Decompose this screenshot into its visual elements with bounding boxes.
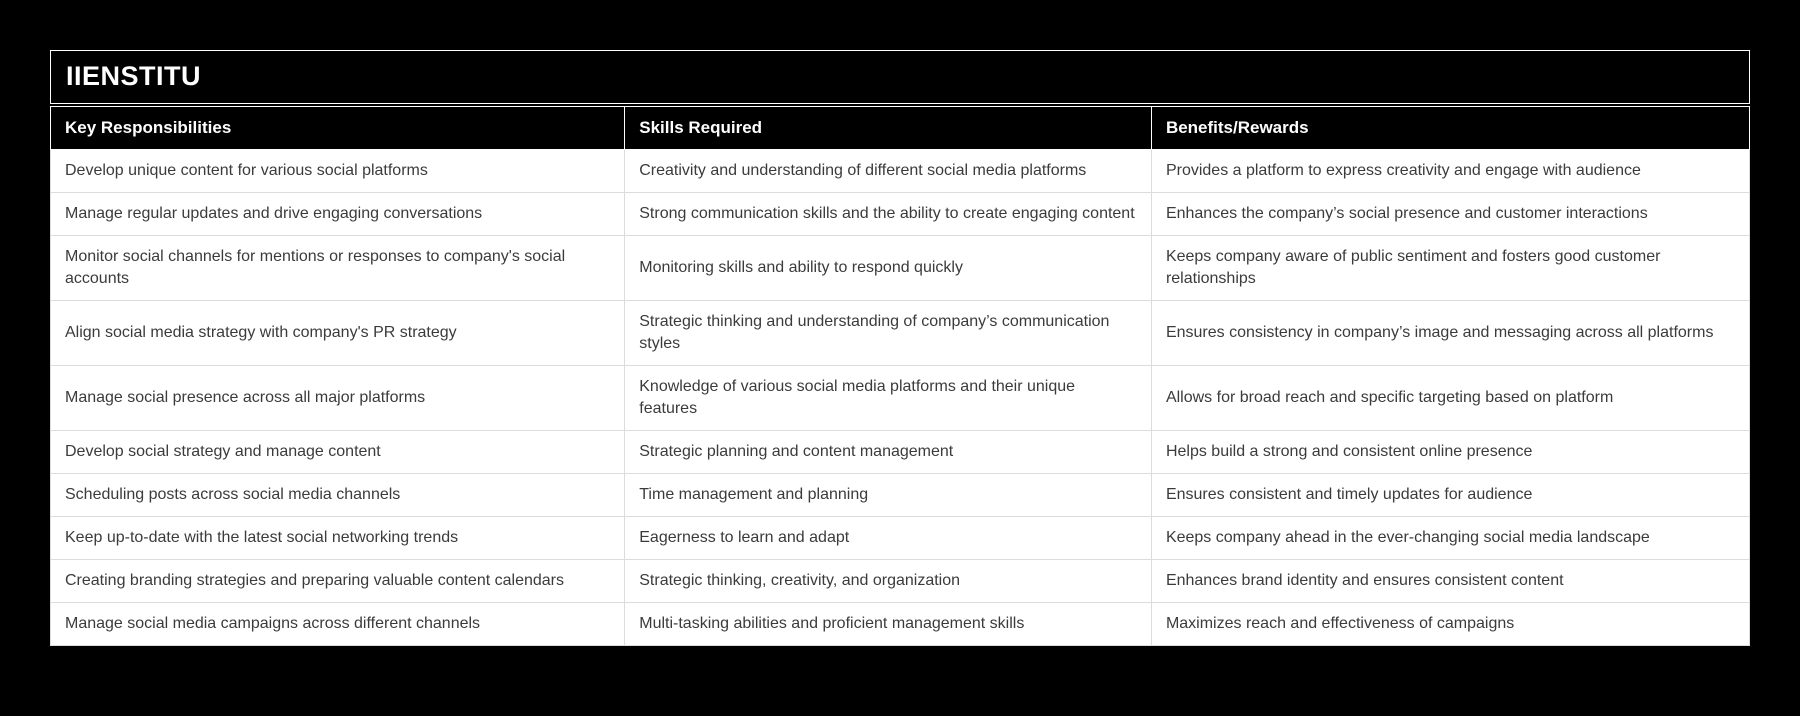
table-cell-benefit: Provides a platform to express creativit…: [1150, 149, 1751, 193]
table-cell-benefit: Enhances brand identity and ensures cons…: [1150, 559, 1751, 603]
table-card: IIENSTITU Key Responsibilities Skills Re…: [49, 50, 1751, 646]
table-cell-responsibility: Monitor social channels for mentions or …: [49, 235, 626, 301]
column-header-benefits-rewards: Benefits/Rewards: [1150, 106, 1751, 150]
table-cell-skill: Strong communication skills and the abil…: [624, 192, 1152, 236]
table-row: Develop social strategy and manage conte…: [49, 430, 1751, 474]
table-cell-benefit: Keeps company aware of public sentiment …: [1150, 235, 1751, 301]
table-row: Align social media strategy with company…: [49, 300, 1751, 366]
table-header-row: Key Responsibilities Skills Required Ben…: [49, 106, 1751, 150]
table-cell-responsibility: Keep up-to-date with the latest social n…: [49, 516, 626, 560]
table-cell-skill: Eagerness to learn and adapt: [624, 516, 1152, 560]
table-cell-benefit: Ensures consistency in company’s image a…: [1150, 300, 1751, 366]
column-header-key-responsibilities: Key Responsibilities: [49, 106, 626, 150]
table-cell-benefit: Ensures consistent and timely updates fo…: [1150, 473, 1751, 517]
table-row: Creating branding strategies and prepari…: [49, 559, 1751, 603]
table-cell-responsibility: Scheduling posts across social media cha…: [49, 473, 626, 517]
column-header-skills-required: Skills Required: [624, 106, 1152, 150]
table-cell-skill: Strategic thinking, creativity, and orga…: [624, 559, 1152, 603]
table-cell-responsibility: Develop social strategy and manage conte…: [49, 430, 626, 474]
table-row: Manage social presence across all major …: [49, 365, 1751, 431]
table-row: Manage regular updates and drive engagin…: [49, 192, 1751, 236]
table-header: Key Responsibilities Skills Required Ben…: [49, 106, 1751, 150]
table-cell-responsibility: Align social media strategy with company…: [49, 300, 626, 366]
table-cell-responsibility: Manage social presence across all major …: [49, 365, 626, 431]
table-cell-skill: Strategic thinking and understanding of …: [624, 300, 1152, 366]
table-row: Scheduling posts across social media cha…: [49, 473, 1751, 517]
table-cell-benefit: Enhances the company’s social presence a…: [1150, 192, 1751, 236]
table-row: Keep up-to-date with the latest social n…: [49, 516, 1751, 560]
page-title: IIENSTITU: [50, 50, 1750, 104]
table-cell-responsibility: Creating branding strategies and prepari…: [49, 559, 626, 603]
table-cell-skill: Knowledge of various social media platfo…: [624, 365, 1152, 431]
table-body: Develop unique content for various socia…: [49, 149, 1751, 646]
table-cell-benefit: Maximizes reach and effectiveness of cam…: [1150, 602, 1751, 646]
table-cell-skill: Strategic planning and content managemen…: [624, 430, 1152, 474]
table-cell-skill: Multi-tasking abilities and proficient m…: [624, 602, 1152, 646]
table-row: Manage social media campaigns across dif…: [49, 602, 1751, 646]
responsibilities-table: Key Responsibilities Skills Required Ben…: [49, 106, 1751, 646]
table-row: Monitor social channels for mentions or …: [49, 235, 1751, 301]
table-cell-skill: Monitoring skills and ability to respond…: [624, 235, 1152, 301]
table-cell-benefit: Keeps company ahead in the ever-changing…: [1150, 516, 1751, 560]
table-cell-skill: Time management and planning: [624, 473, 1152, 517]
table-cell-skill: Creativity and understanding of differen…: [624, 149, 1152, 193]
table-cell-benefit: Allows for broad reach and specific targ…: [1150, 365, 1751, 431]
table-cell-responsibility: Manage social media campaigns across dif…: [49, 602, 626, 646]
table-cell-responsibility: Manage regular updates and drive engagin…: [49, 192, 626, 236]
table-cell-responsibility: Develop unique content for various socia…: [49, 149, 626, 193]
table-row: Develop unique content for various socia…: [49, 149, 1751, 193]
table-cell-benefit: Helps build a strong and consistent onli…: [1150, 430, 1751, 474]
